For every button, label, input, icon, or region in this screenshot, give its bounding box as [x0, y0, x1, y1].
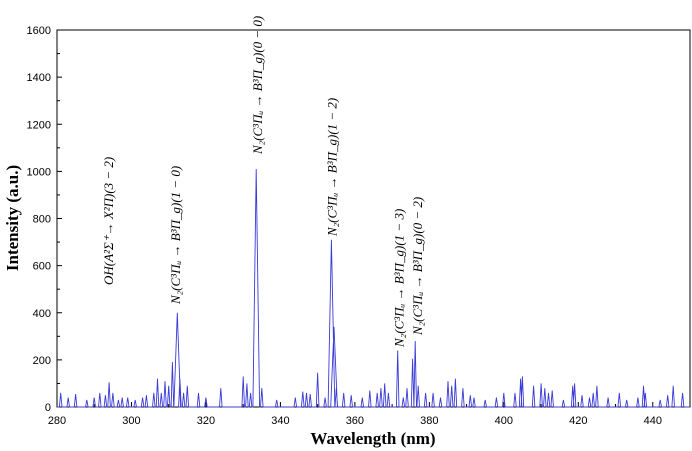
peak-annotation: OH(A²Σ⁺→ X²Π)(3 − 2): [101, 157, 116, 285]
x-tick-label: 400: [495, 415, 513, 427]
x-tick-label: 380: [420, 415, 438, 427]
x-tick-label: 340: [271, 415, 289, 427]
peak-annotation: N₂(C³Πᵤ → B³Π_g)(1 − 3): [392, 209, 407, 348]
x-tick-label: 300: [122, 415, 140, 427]
x-tick-label: 440: [644, 415, 662, 427]
y-tick-label: 200: [33, 355, 51, 367]
peak-annotation: N₂(C³Πᵤ → B³Π_g)(0 − 2): [410, 197, 425, 336]
peak-annotation: N₂(C³Πᵤ → B³Π_g)(0 − 0): [250, 16, 265, 155]
y-tick-label: 1200: [27, 119, 51, 131]
y-tick-label: 400: [33, 308, 51, 320]
y-tick-label: 0: [45, 402, 51, 414]
y-tick-label: 600: [33, 261, 51, 273]
y-axis-title: Intensity (a.u.): [3, 165, 22, 271]
x-tick-label: 320: [197, 415, 215, 427]
y-tick-label: 1400: [27, 72, 51, 84]
x-tick-label: 280: [48, 415, 66, 427]
y-axis-ticks: 0 200 400 600 800 1000 1200 1400 1600: [27, 25, 62, 414]
x-tick-label: 420: [569, 415, 587, 427]
peak-annotation: N₂(C³Πᵤ → B³Π_g)(1 − 0): [168, 166, 183, 305]
y-tick-label: 1600: [27, 25, 51, 37]
y-tick-label: 1000: [27, 166, 51, 178]
x-axis-ticks: 280 300 320 340 360 380 400 420 440: [48, 402, 662, 427]
plot-frame: [56, 29, 691, 408]
x-axis-title: Wavelength (nm): [310, 429, 435, 448]
x-tick-label: 360: [346, 415, 364, 427]
spectrum-line: [57, 168, 690, 408]
peak-annotations: OH(A²Σ⁺→ X²Π)(3 − 2) N₂(C³Πᵤ → B³Π_g)(1 −…: [101, 16, 425, 348]
y-tick-label: 800: [33, 214, 51, 226]
peak-annotation: N₂(C³Πᵤ → B³Π_g)(1 − 2): [325, 98, 340, 237]
